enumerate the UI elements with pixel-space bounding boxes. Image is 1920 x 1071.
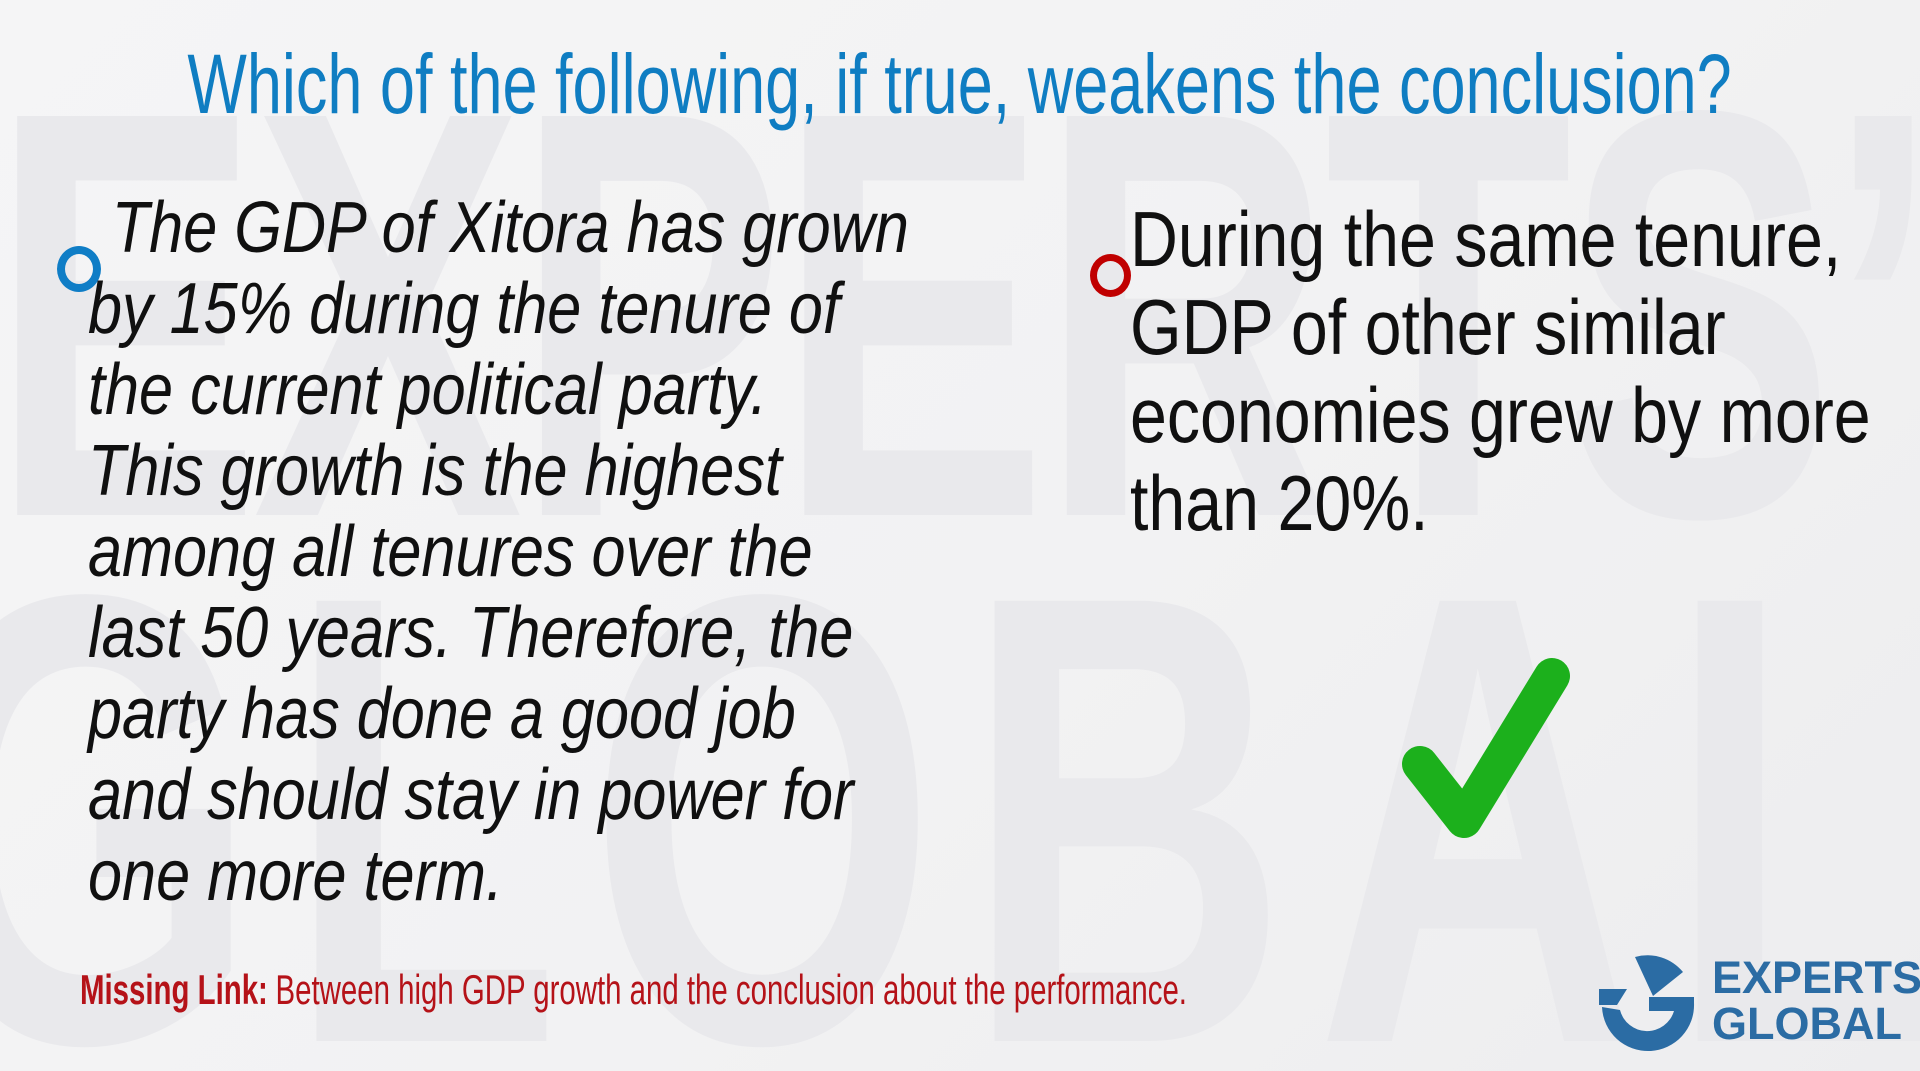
- page-title: Which of the following, if true, weakens…: [187, 37, 1733, 131]
- red-circle-bullet-icon: [1090, 254, 1131, 297]
- right-bullet-text: During the same tenure, GDP of other sim…: [1130, 195, 1871, 547]
- missing-link-text: Between high GDP growth and the conclusi…: [275, 966, 1187, 1013]
- missing-link-note: Missing Link: Between high GDP growth and…: [80, 966, 1187, 1014]
- missing-link-label: Missing Link:: [80, 966, 268, 1013]
- logo-text-global: GLOBAL: [1712, 998, 1902, 1049]
- logo-g-mark-icon: [1599, 955, 1695, 1052]
- title-row: Which of the following, if true, weakens…: [0, 36, 1920, 133]
- logo-text-experts: EXPERTS’: [1712, 952, 1920, 1003]
- left-bullet-text: The GDP of Xitora has grown by 15% durin…: [88, 188, 909, 916]
- experts-global-logo: EXPERTS’ GLOBAL: [1598, 952, 1920, 1057]
- logo-text: EXPERTS’ GLOBAL: [1712, 955, 1920, 1047]
- blue-circle-bullet-icon: [57, 246, 101, 292]
- correct-answer-checkmark-icon: [1402, 658, 1570, 838]
